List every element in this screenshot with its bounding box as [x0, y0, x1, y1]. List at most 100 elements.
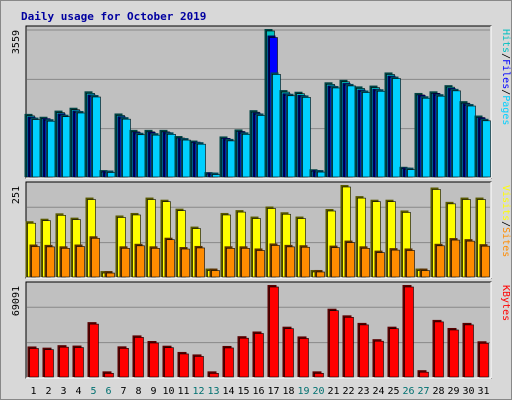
bar-sites-1: [31, 246, 40, 278]
day-label-15: 15: [237, 386, 249, 397]
day-label-20: 20: [312, 386, 324, 397]
bar-kbytes-9: [149, 342, 159, 378]
bar-sites-8: [136, 245, 145, 278]
bar-kbytes-5: [89, 323, 99, 378]
bar-pages-24: [377, 90, 386, 178]
bar-kbytes-19: [299, 338, 309, 378]
legend-item-separator: /: [500, 221, 511, 227]
bar-pages-5: [92, 96, 101, 178]
day-label-16: 16: [252, 386, 264, 397]
bar-sites-30: [466, 240, 475, 278]
bar-sites-28: [436, 245, 445, 278]
max-label-hits-files-pages: 3559: [11, 30, 22, 54]
bar-kbytes-31: [479, 342, 489, 378]
bar-kbytes-29: [449, 329, 459, 378]
bar-pages-31: [482, 120, 491, 178]
bar-pages-4: [77, 112, 86, 178]
bar-kbytes-13: [209, 373, 219, 378]
day-label-23: 23: [357, 386, 369, 397]
day-label-30: 30: [462, 386, 474, 397]
day-label-21: 21: [327, 386, 339, 397]
bar-kbytes-1: [29, 348, 39, 378]
bar-kbytes-26: [404, 286, 414, 378]
bar-kbytes-17: [269, 286, 279, 378]
day-label-3: 3: [60, 386, 66, 397]
bar-kbytes-24: [374, 340, 384, 378]
bar-pages-17: [272, 74, 281, 178]
day-label-29: 29: [447, 386, 459, 397]
max-label-sites-visits: 251: [11, 186, 22, 204]
legend-item-separator: /: [500, 89, 511, 95]
bar-sites-26: [406, 250, 415, 278]
bar-pages-11: [182, 139, 191, 178]
bar-sites-21: [331, 247, 340, 278]
bar-kbytes-2: [44, 349, 54, 378]
legend-kbytes: KBytes: [500, 285, 511, 321]
max-label-kbytes: 69091: [11, 286, 22, 316]
bar-sites-11: [181, 248, 190, 278]
bar-pages-21: [332, 87, 341, 178]
bar-kbytes-30: [464, 324, 474, 378]
bar-pages-23: [362, 92, 371, 178]
bar-sites-29: [451, 239, 460, 278]
bar-pages-3: [62, 116, 71, 178]
bar-kbytes-11: [179, 353, 189, 378]
legend-item-hits: Hits: [500, 29, 511, 53]
bar-kbytes-6: [104, 373, 114, 378]
bar-sites-17: [271, 245, 280, 278]
day-label-7: 7: [120, 386, 126, 397]
legend-item-separator: /: [500, 53, 511, 59]
bar-pages-19: [302, 97, 311, 178]
bar-pages-8: [137, 134, 146, 178]
day-label-6: 6: [105, 386, 111, 397]
legend-item-pages: Pages: [500, 95, 511, 125]
bar-sites-13: [211, 270, 220, 278]
day-label-25: 25: [387, 386, 399, 397]
bar-kbytes-8: [134, 337, 144, 378]
bar-sites-14: [226, 248, 235, 278]
day-label-17: 17: [267, 386, 279, 397]
bar-kbytes-10: [164, 347, 174, 378]
bar-kbytes-23: [359, 324, 369, 378]
bar-pages-25: [392, 78, 401, 178]
bar-kbytes-22: [344, 317, 354, 378]
bar-sites-22: [346, 242, 355, 278]
day-label-31: 31: [477, 386, 489, 397]
day-label-2: 2: [45, 386, 51, 397]
day-label-5: 5: [90, 386, 96, 397]
legend-item-kbytes: KBytes: [500, 285, 511, 321]
bar-pages-13: [212, 174, 221, 178]
bar-pages-26: [407, 169, 416, 178]
day-label-9: 9: [150, 386, 156, 397]
day-label-1: 1: [30, 386, 36, 397]
legend-sites-visits: Visits/Sites: [500, 185, 511, 257]
bar-kbytes-18: [284, 328, 294, 378]
bar-kbytes-25: [389, 328, 399, 378]
bar-sites-25: [391, 249, 400, 278]
bar-sites-10: [166, 239, 175, 278]
bar-sites-15: [241, 248, 250, 278]
bar-pages-1: [32, 119, 41, 178]
bar-kbytes-27: [419, 371, 429, 378]
day-label-26: 26: [402, 386, 414, 397]
bar-pages-16: [257, 115, 266, 178]
bar-sites-18: [286, 246, 295, 278]
day-label-14: 14: [222, 386, 234, 397]
legend-item-sites: Sites: [500, 227, 511, 257]
day-label-18: 18: [282, 386, 294, 397]
bar-sites-27: [421, 270, 430, 278]
bar-kbytes-20: [314, 373, 324, 378]
bar-pages-7: [122, 118, 131, 178]
bar-sites-31: [481, 245, 490, 278]
bar-sites-9: [151, 248, 160, 278]
legend-item-files: Files: [500, 59, 511, 89]
bar-kbytes-15: [239, 337, 249, 378]
day-label-13: 13: [207, 386, 219, 397]
legend-hits-files-pages: Hits/Files/Pages: [500, 29, 511, 125]
bar-kbytes-21: [329, 310, 339, 378]
day-label-10: 10: [162, 386, 174, 397]
bar-pages-20: [317, 171, 326, 178]
bar-pages-15: [242, 134, 251, 178]
